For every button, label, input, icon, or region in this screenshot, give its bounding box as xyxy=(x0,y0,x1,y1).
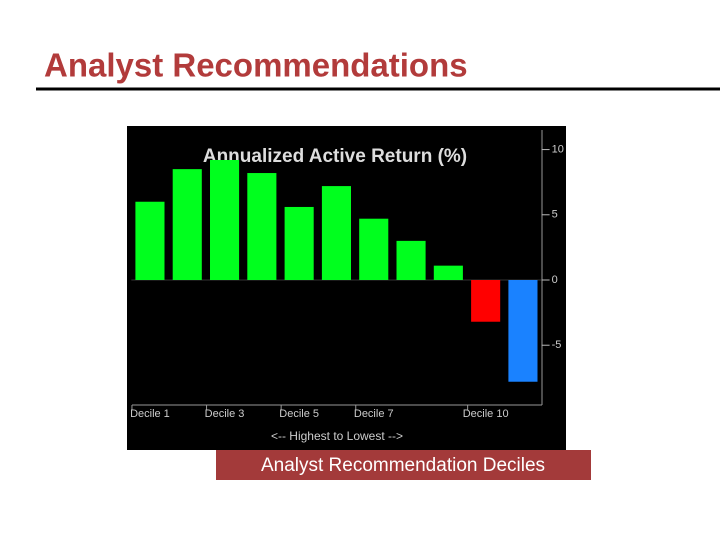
bar xyxy=(284,206,314,280)
bar xyxy=(359,218,389,280)
bar xyxy=(321,186,351,280)
slide-title: Analyst Recommendations xyxy=(44,47,468,84)
bar xyxy=(172,169,202,280)
x-tick-label: Decile 1 xyxy=(130,408,170,420)
bar xyxy=(396,240,426,280)
caption: Analyst Recommendation Deciles xyxy=(261,455,545,476)
caption-box xyxy=(216,450,591,480)
y-tick-label: 5 xyxy=(552,209,558,221)
x-tick-label: Decile 7 xyxy=(354,408,394,420)
bar xyxy=(471,280,501,322)
x-tick-label: Decile 3 xyxy=(205,408,245,420)
x-tick-label: Decile 5 xyxy=(279,408,319,420)
bar xyxy=(247,173,277,280)
bar xyxy=(135,201,165,280)
chart-title: Annualized Active Return (%) xyxy=(203,146,467,167)
bar xyxy=(508,280,538,382)
bar xyxy=(433,265,463,280)
y-tick-label: -5 xyxy=(552,339,562,351)
bar xyxy=(210,160,240,280)
y-tick-label: 0 xyxy=(552,274,558,286)
x-axis-label: <-- Highest to Lowest --> xyxy=(271,429,403,443)
x-tick-label: Decile 10 xyxy=(463,408,509,420)
y-tick-label: 10 xyxy=(552,143,564,155)
